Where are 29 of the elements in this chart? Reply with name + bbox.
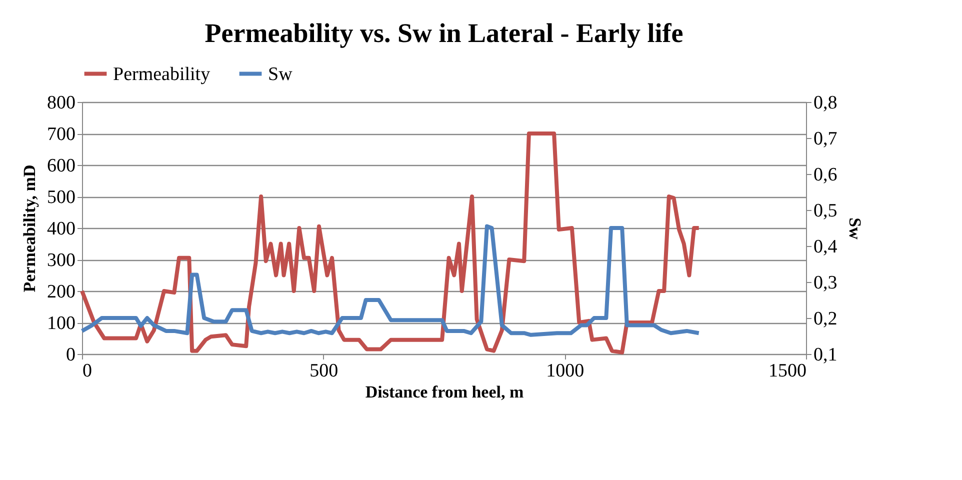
- y-tick-label: 700: [47, 124, 76, 145]
- y-tick-label: 800: [47, 92, 76, 114]
- y2-tick-label: 0,6: [814, 164, 838, 186]
- y2-tick-label: 0,7: [814, 128, 838, 150]
- y-tick-label: 600: [47, 156, 76, 176]
- y2-tick-label: 0,3: [814, 272, 838, 294]
- y2-tick-label: 0,4: [814, 236, 838, 258]
- y2-tick-label: 0,1: [814, 344, 838, 366]
- y-tick-label: 200: [47, 282, 76, 302]
- line-series: [80, 224, 701, 337]
- y2-tick-label: 0,2: [814, 308, 838, 330]
- y-tick-label: 300: [47, 250, 76, 271]
- y2-tick-label: 0,5: [814, 200, 838, 222]
- legend-label: Sw: [268, 64, 293, 85]
- y-tick-label: 400: [47, 218, 76, 240]
- x-tick-label: 1500: [768, 360, 806, 382]
- chart-title: Permeability vs. Sw in Lateral - Early life: [204, 18, 684, 48]
- y2-axis-title: Sw: [845, 218, 864, 240]
- y-tick-label: 500: [47, 187, 76, 208]
- y2-tick-label: 0,8: [814, 92, 838, 114]
- x-tick-label: 1000: [546, 360, 584, 382]
- legend-label: Permeability: [113, 64, 211, 85]
- y-axis-title: Permeability, mD: [20, 164, 39, 292]
- line-series: [80, 132, 701, 354]
- y-tick-label: 100: [47, 313, 76, 334]
- x-tick-label: 0: [82, 360, 92, 382]
- x-axis-title: Distance from heel, m: [365, 382, 524, 402]
- x-tick-label: 500: [310, 360, 338, 382]
- y-tick-label: 0: [66, 344, 76, 366]
